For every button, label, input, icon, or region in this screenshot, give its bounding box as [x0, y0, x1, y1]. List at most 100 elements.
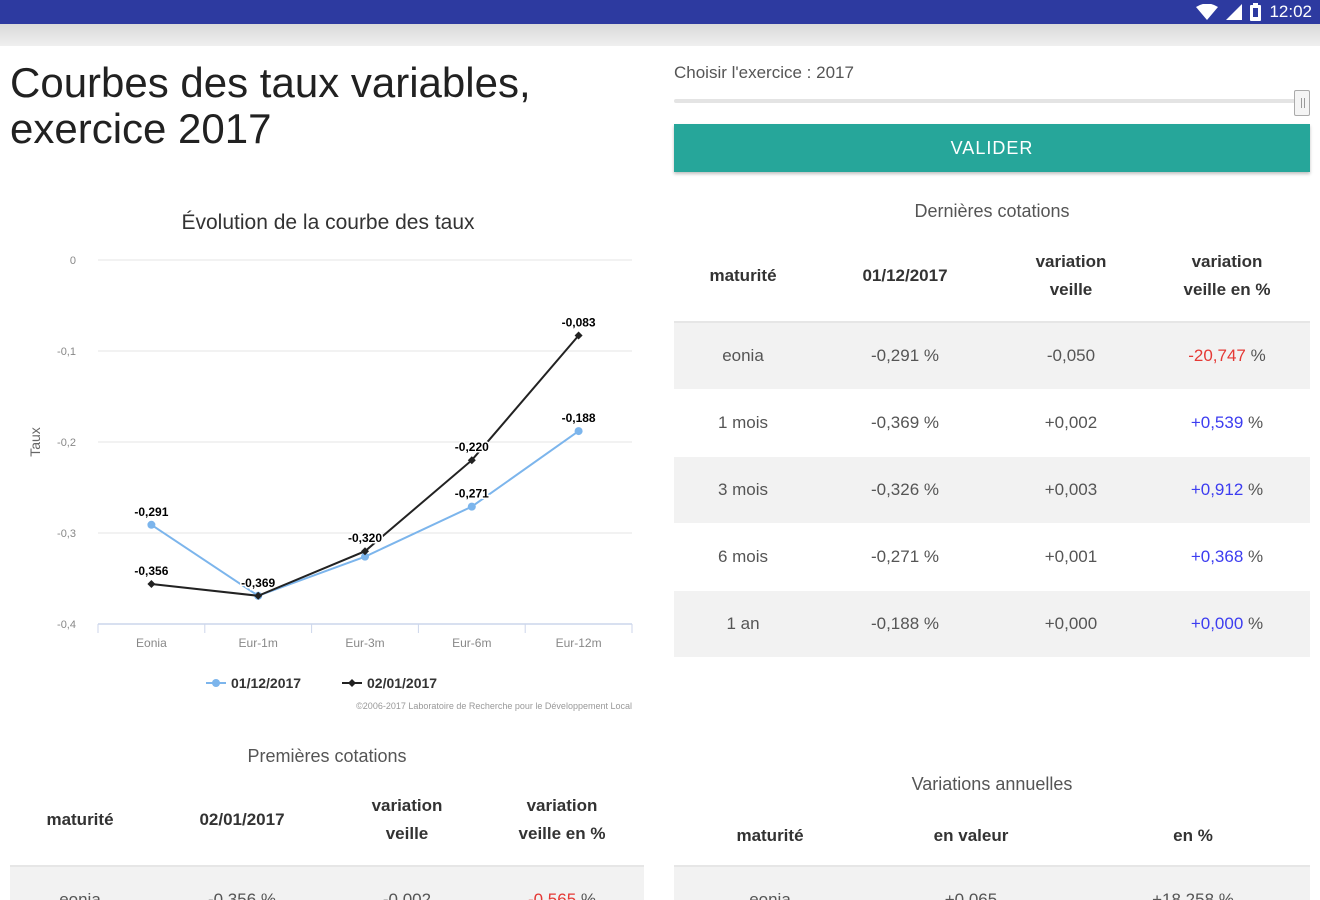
first-quotes-table: maturité 02/01/2017 variation veille vari… — [10, 774, 644, 900]
col-header-variation-pct: variation veille en % — [480, 774, 644, 867]
table-header-row: maturité 02/01/2017 variation veille vari… — [10, 774, 644, 867]
col-header-value: en valeur — [866, 806, 1076, 867]
table-row: eonia +0,065 +18,258 % — [674, 865, 1310, 900]
cell-variation: +0,000 — [998, 589, 1144, 657]
chart-legend[interactable]: 01/12/2017 02/01/2017 — [206, 675, 437, 691]
cell-pct: +18,258 % — [1076, 865, 1310, 900]
col-header-variation-pct: variation veille en % — [1144, 230, 1310, 323]
validate-button[interactable]: VALIDER — [674, 124, 1310, 172]
chart-credits[interactable]: ©2006-2017 Laboratoire de Recherche pour… — [356, 701, 632, 711]
cell-variation: -0,002 — [334, 865, 480, 900]
table-row: eonia -0,356 % -0,002 -0,565 % — [10, 865, 644, 900]
cell-rate: -0,271 % — [812, 522, 998, 590]
exercise-slider[interactable] — [674, 90, 1312, 116]
annual-variations-table: maturité en valeur en % eonia +0,065 +18,2… — [674, 806, 1310, 900]
table-header-row: maturité en valeur en % — [674, 806, 1310, 867]
cell-variation-pct: +0,000 % — [1144, 589, 1310, 657]
slider-thumb[interactable] — [1294, 90, 1310, 116]
y-tick-label: -0,3 — [57, 528, 76, 540]
cell-rate: -0,291 % — [812, 321, 998, 389]
cell-maturity: eonia — [674, 321, 812, 389]
legend-marker[interactable] — [212, 679, 220, 687]
status-time: 12:02 — [1269, 2, 1312, 21]
cell-maturity: 3 mois — [674, 455, 812, 523]
table-row: 6 mois -0,271 % +0,001 +0,368 % — [674, 522, 1310, 590]
page-title-line1: Courbes des taux variables, — [10, 59, 531, 106]
cell-rate: -0,356 % — [150, 865, 334, 900]
col-header-maturity: maturité — [10, 774, 150, 867]
col-header-date: 02/01/2017 — [150, 774, 334, 867]
data-point[interactable] — [574, 331, 583, 340]
cell-variation: +0,002 — [998, 388, 1144, 456]
first-quotes-body: eonia -0,356 % -0,002 -0,565 % — [10, 865, 644, 900]
y-tick-label: 0 — [70, 255, 76, 267]
battery-icon — [1250, 3, 1262, 21]
legend-item-label[interactable]: 01/12/2017 — [231, 675, 301, 691]
chart-ylabel: Taux — [27, 427, 43, 457]
series-line[interactable] — [150, 430, 580, 597]
wifi-icon — [1196, 4, 1219, 20]
chart-series — [147, 331, 583, 600]
chart-grid — [98, 259, 632, 534]
data-point[interactable] — [147, 520, 156, 529]
x-tick-label: Eur-12m — [556, 636, 602, 650]
data-point[interactable] — [361, 547, 369, 556]
data-point[interactable] — [574, 427, 583, 436]
table-row: 1 an -0,188 % +0,000 +0,000 % — [674, 589, 1310, 657]
cell-maturity: 6 mois — [674, 522, 812, 590]
cell-value: +0,065 — [866, 865, 1076, 900]
col-header-maturity: maturité — [674, 230, 812, 323]
page-title: Courbes des taux variables, exercice 201… — [10, 60, 630, 152]
table-header-row: maturité 01/12/2017 variation veille vari… — [674, 230, 1310, 323]
data-label: -0,291 — [134, 505, 168, 519]
legend-marker[interactable] — [348, 679, 356, 687]
cell-variation: -0,050 — [998, 321, 1144, 389]
col-header-variation: variation veille — [334, 774, 480, 867]
chart-title: Évolution de la courbe des taux — [181, 211, 475, 234]
annual-variations-title: Variations annuelles — [911, 774, 1073, 794]
toolbar-shadow — [0, 24, 1320, 46]
data-label: -0,356 — [134, 564, 168, 578]
slider-track[interactable] — [674, 99, 1298, 103]
last-quotes-title: Dernières cotations — [914, 201, 1070, 221]
data-label: -0,220 — [455, 440, 489, 454]
status-icons: 12:02 — [1196, 0, 1312, 24]
page-title-line2: exercice 2017 — [10, 105, 272, 152]
rate-curve-chart: Évolution de la courbe des taux Taux 0 -0… — [10, 200, 650, 720]
data-label: -0,188 — [562, 411, 596, 425]
cell-maturity: eonia — [674, 865, 866, 900]
y-tick-label: -0,1 — [57, 346, 76, 358]
chart-svg: Évolution de la courbe des taux Taux 0 -0… — [27, 211, 633, 711]
data-point[interactable] — [361, 552, 369, 561]
data-point[interactable] — [467, 456, 476, 465]
legend-item-label[interactable]: 02/01/2017 — [367, 675, 437, 691]
table-row: 3 mois -0,326 % +0,003 +0,912 % — [674, 455, 1310, 523]
cell-variation-pct: +0,912 % — [1144, 455, 1310, 523]
data-label: -0,271 — [455, 487, 489, 501]
data-label: -0,320 — [348, 531, 382, 545]
status-bar: 12:02 — [0, 0, 1320, 24]
cell-rate: -0,369 % — [812, 388, 998, 456]
data-label: -0,369 — [241, 576, 275, 590]
cell-variation: +0,001 — [998, 522, 1144, 590]
col-header-date: 01/12/2017 — [812, 230, 998, 323]
data-label: -0,083 — [562, 316, 596, 330]
x-tick-label: Eur-3m — [345, 636, 384, 650]
data-point[interactable] — [147, 579, 156, 588]
annual-variations-body: eonia +0,065 +18,258 % — [674, 865, 1310, 900]
last-quotes-body: eonia -0,291 % -0,050 -20,747 % 1 mois -0,369… — [674, 321, 1310, 657]
table-row: eonia -0,291 % -0,050 -20,747 % — [674, 321, 1310, 389]
cell-variation-pct: -0,565 % — [480, 865, 644, 900]
cell-maturity: 1 mois — [674, 388, 812, 456]
last-quotes-table: maturité 01/12/2017 variation veille vari… — [674, 230, 1310, 657]
first-quotes-title: Premières cotations — [247, 746, 407, 766]
cell-rate: -0,326 % — [812, 455, 998, 523]
cell-maturity: eonia — [10, 865, 150, 900]
x-tick-label: Eonia — [136, 636, 167, 650]
data-point[interactable] — [254, 591, 263, 600]
exercise-label: Choisir l'exercice : 2017 — [674, 63, 854, 82]
y-tick-label: -0,4 — [57, 619, 76, 631]
col-header-maturity: maturité — [674, 806, 866, 867]
data-point[interactable] — [467, 502, 476, 511]
chart-data-labels: -0,291 -0,271 -0,188 -0,356 -0,369 -0,320 -0,2… — [133, 314, 598, 591]
